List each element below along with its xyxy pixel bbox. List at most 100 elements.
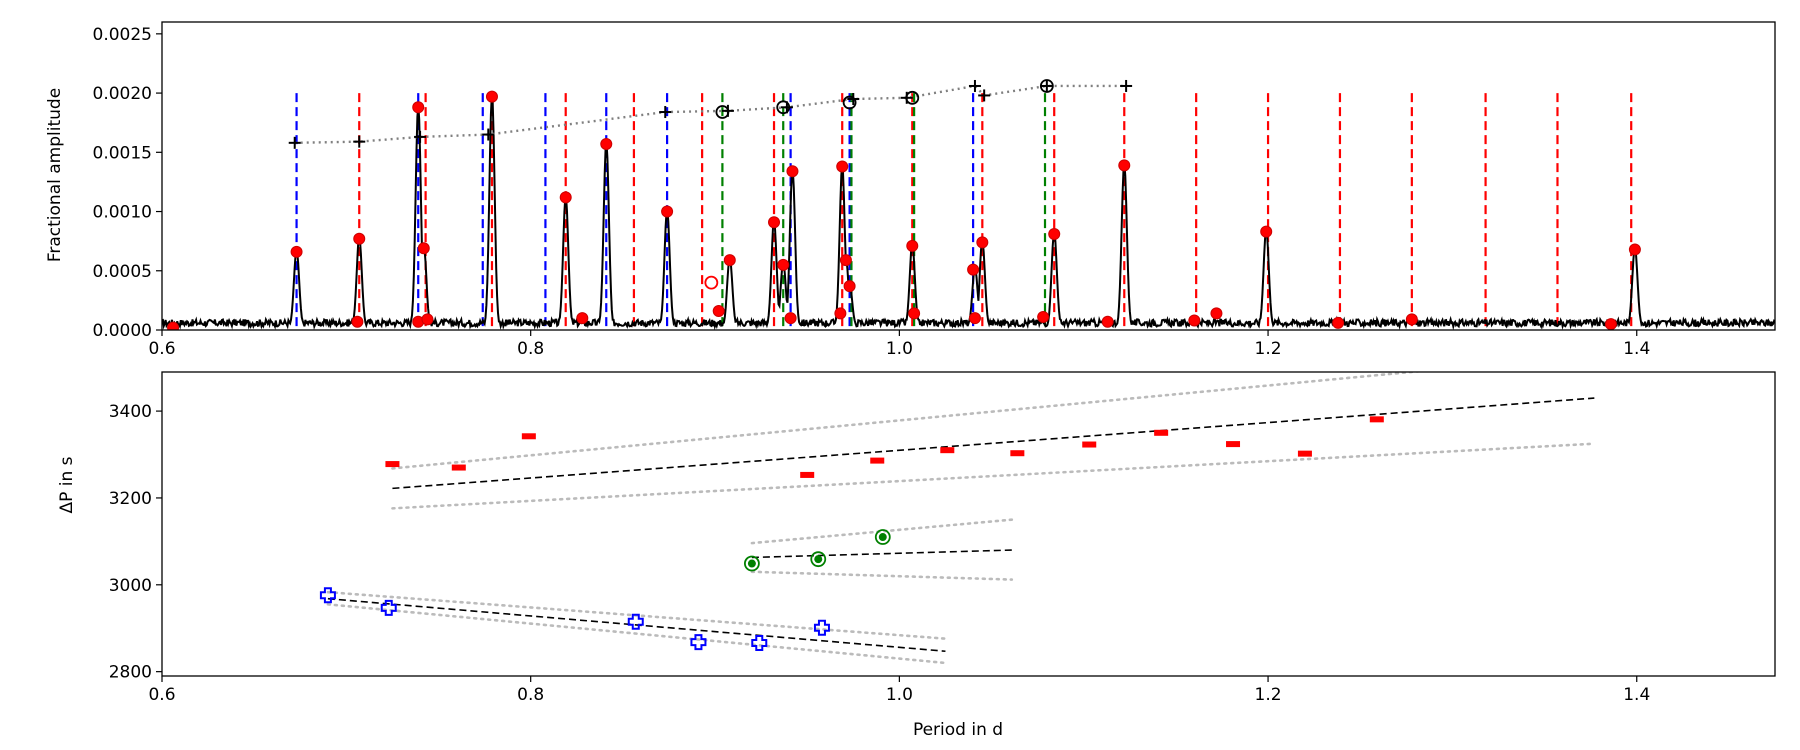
open-circle-marker: [704, 275, 719, 290]
plus-marker: [1040, 79, 1053, 92]
red-dash-marker: [1010, 450, 1025, 457]
red-peak-marker: [290, 245, 303, 258]
open-circle-marker: [1039, 79, 1054, 93]
red-peak-marker: [1037, 310, 1050, 323]
red-peak-marker: [836, 160, 849, 173]
inner-dot: [814, 555, 823, 564]
red-peak-marker: [1101, 315, 1114, 328]
red-peak-marker: [908, 307, 921, 320]
plot-frame-1: [161, 371, 1776, 677]
blue-plus-marker: [319, 587, 336, 604]
red-dash-marker: [800, 471, 815, 478]
x-tick-label: 0.8: [517, 339, 544, 359]
blue-plus-marker: [813, 619, 830, 636]
red-peak-marker: [417, 242, 430, 255]
red-peak-marker: [968, 312, 981, 325]
red-peak-marker: [723, 254, 736, 267]
red-peak-marker: [712, 305, 725, 318]
red-peak-marker: [777, 258, 790, 271]
red-peak-marker: [1188, 314, 1201, 327]
outer-ring: [810, 551, 827, 568]
red-peak-marker: [768, 216, 781, 229]
red-peak-marker: [843, 280, 856, 293]
red-dash-marker: [1369, 416, 1384, 423]
red-peak-marker: [976, 236, 989, 249]
confidence-band-line: [391, 442, 1596, 510]
x-axis-label-period: Period in d: [913, 720, 1003, 740]
x-tick-label: 0.6: [148, 685, 175, 705]
plus-marker: [288, 136, 301, 149]
linear-fit-line: [327, 597, 946, 653]
y-tick-label: 3000: [109, 576, 152, 596]
red-dash-marker: [940, 447, 955, 454]
plus-outline: [319, 587, 336, 604]
inner-dot: [878, 533, 887, 542]
panel-period-spacing: 0.6 0.8 1.0 1.2 1.4 2800 3000 3200 3400: [109, 371, 1776, 705]
plus-outline: [813, 619, 830, 636]
red-dash-marker: [1082, 441, 1097, 448]
red-peak-marker: [661, 205, 674, 218]
red-dash-marker: [385, 461, 400, 468]
x-tick-label: 0.8: [517, 685, 544, 705]
plus-marker: [968, 79, 981, 92]
confidence-band-line: [326, 603, 947, 665]
blue-plus-marker: [751, 634, 768, 651]
outer-ring: [874, 529, 891, 545]
plus-outline: [380, 599, 397, 616]
confidence-band-line: [391, 372, 1425, 470]
y-tick-label: 0.0010: [93, 203, 152, 223]
confidence-band-line: [750, 518, 1014, 545]
green-circle-marker: [743, 555, 760, 572]
red-peak-marker: [839, 254, 852, 267]
plus-outline: [627, 613, 644, 630]
plus-marker: [1120, 79, 1133, 92]
red-peak-marker: [351, 315, 364, 328]
linear-fit-line: [751, 549, 1012, 559]
red-peak-marker: [167, 321, 180, 330]
plus-marker: [978, 89, 991, 102]
y-tick-label: 0.0020: [93, 84, 152, 104]
x-tick-label: 1.2: [1255, 339, 1282, 359]
red-peak-marker: [786, 165, 799, 178]
red-dash-marker: [1226, 441, 1241, 448]
green-circle-marker: [810, 551, 827, 568]
spectrum-line: [162, 94, 1775, 330]
red-dash-marker: [451, 464, 466, 471]
red-peak-marker: [1048, 228, 1061, 241]
confidence-band-line: [750, 570, 1014, 581]
blue-plus-marker: [690, 634, 707, 651]
plus-marker: [353, 135, 366, 148]
x-tick-label: 1.4: [1623, 685, 1650, 705]
red-dash-marker: [1297, 450, 1312, 457]
red-peak-marker: [559, 191, 572, 204]
red-peak-marker: [834, 307, 847, 320]
blue-plus-marker: [380, 599, 397, 616]
plot-area: [319, 372, 1596, 665]
red-peak-marker: [353, 232, 366, 245]
red-peak-marker: [1332, 316, 1345, 329]
red-peak-marker: [576, 312, 589, 325]
red-peak-marker: [1260, 225, 1273, 238]
y-axis-label-amplitude: Fractional amplitude: [45, 88, 65, 262]
x-tick-label: 0.6: [148, 339, 175, 359]
red-peak-marker: [784, 312, 797, 325]
red-peak-marker: [1628, 243, 1641, 256]
red-dash-marker: [1154, 429, 1169, 436]
red-peak-marker: [600, 138, 613, 151]
plus-outline: [751, 634, 768, 651]
red-peak-marker: [967, 263, 980, 276]
red-peak-marker: [1405, 313, 1418, 326]
red-dash-marker: [870, 457, 885, 464]
x-tick-label: 1.4: [1623, 339, 1650, 359]
red-peak-marker: [1210, 307, 1223, 320]
y-tick-label: 0.0005: [93, 262, 152, 282]
red-dash-marker: [521, 433, 536, 440]
y-tick-label: 3200: [109, 489, 152, 509]
green-circle-marker: [874, 529, 891, 545]
red-peak-marker: [1118, 159, 1131, 172]
panel-amplitude-spectrum: 0.6 0.8 1.0 1.2 1.4 0.0000 0.0005 0.0010 0.0015 0…: [93, 21, 1776, 359]
open-circle-marker: [715, 105, 730, 119]
linear-fit-line: [392, 397, 1595, 490]
y-tick-label: 0.0025: [93, 25, 152, 45]
